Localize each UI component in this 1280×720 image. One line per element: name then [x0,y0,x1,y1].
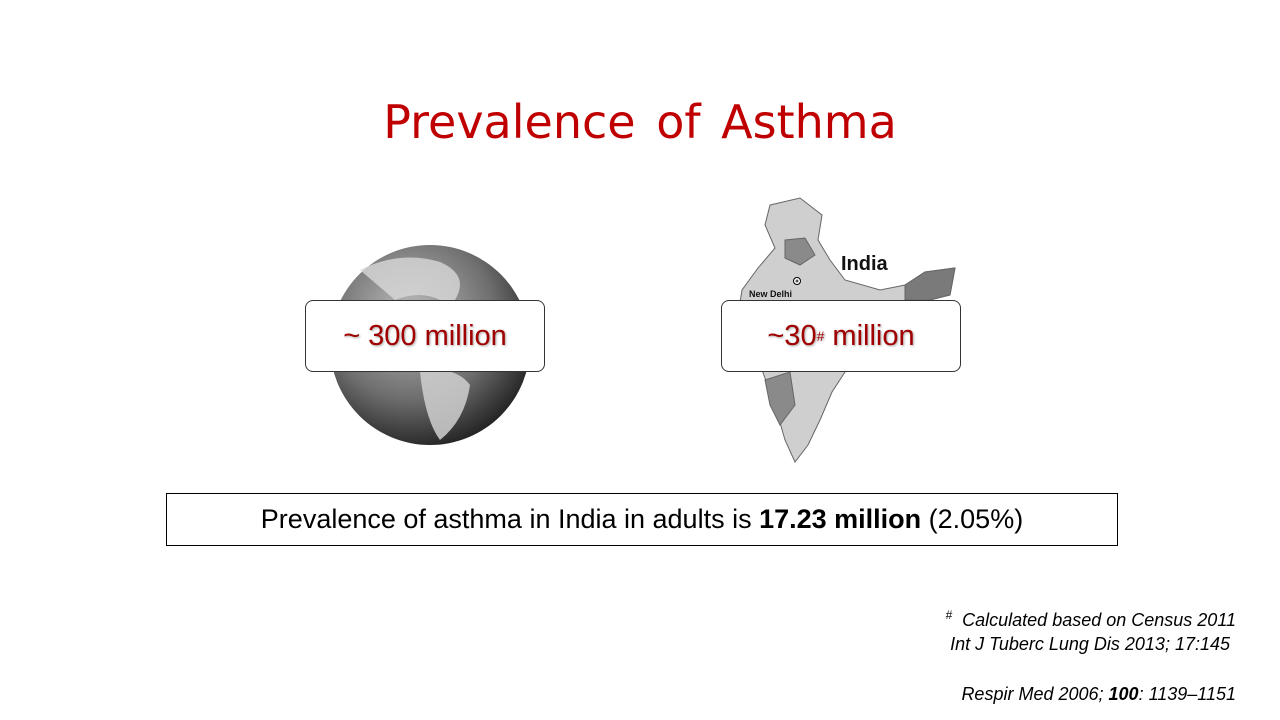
callout-text: million [824,319,915,352]
reference-volume: 100 [1108,684,1139,704]
callout-box: ~30 # million [721,300,961,372]
callout-text: ~ 300 million [343,319,507,352]
callout-box: ~ 300 million [305,300,545,372]
footnote-mark: # [816,328,825,344]
reference-text: Respir Med 2006; [961,684,1109,704]
statement-text: Prevalence of asthma in India in adults … [260,504,760,534]
statement-highlight: 17.23 million [759,504,922,534]
reference-text: : 1139–1151 [1138,684,1236,704]
footnote-text: Calculated based on Census 2011 [962,610,1236,630]
statement-box: Prevalence of asthma in India in adults … [166,493,1118,546]
footnote-mark: # [945,608,953,622]
map-label: New Delhi [749,289,792,299]
footnote: # Calculated based on Census 2011 [945,608,1236,631]
statement-text: (2.05%) [921,504,1024,534]
reference: Int J Tuberc Lung Dis 2013; 17:145 [950,634,1230,654]
slide-title: Prevalence of Asthma [383,95,897,149]
map-label: India [841,253,889,275]
callout-text: ~30 [767,319,817,352]
reference: Respir Med 2006; 100: 1139–1151 [961,684,1236,705]
